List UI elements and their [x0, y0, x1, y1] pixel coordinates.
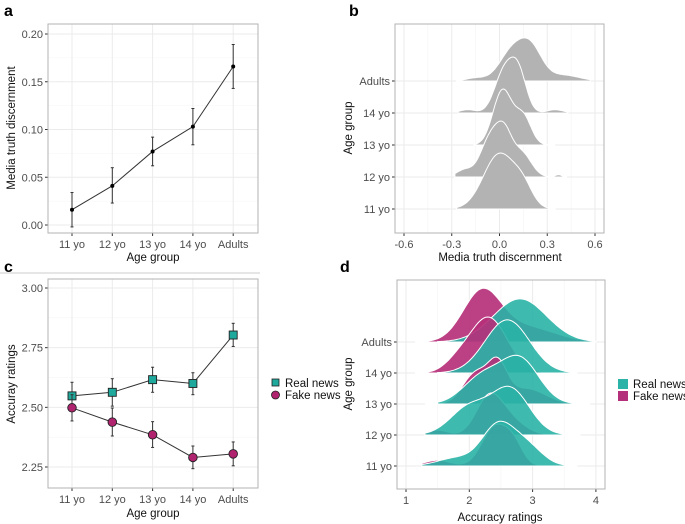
density-ridge-11-yo: [455, 152, 556, 210]
y-tick-label: 13 yo: [363, 140, 390, 152]
c-legend-fake-label: Fake news: [285, 390, 341, 402]
x-tick-label: Adults: [218, 239, 249, 251]
c-xlabel: Age group: [126, 508, 179, 520]
a-xlabel: Age group: [126, 252, 179, 264]
data-point-circle: [228, 449, 238, 459]
y-tick-label: 0.15: [22, 77, 43, 89]
data-point: [150, 149, 155, 154]
d-legend-fake-label: Fake news: [633, 391, 685, 403]
y-tick-label: 0.00: [22, 220, 43, 232]
density-ridge-12-yo: [454, 120, 568, 178]
data-point-square: [148, 375, 158, 385]
x-tick-label: 13 yo: [139, 239, 166, 251]
real-news-density: [437, 319, 578, 374]
x-tick-label: 4: [593, 495, 599, 507]
data-point: [231, 64, 236, 69]
x-tick-label: -0.6: [395, 239, 414, 251]
y-tick-label: 2.50: [22, 402, 43, 414]
x-tick-label: 0.0: [492, 239, 507, 251]
density-ridge-14-yo: [457, 56, 569, 114]
plot-border-c: [47, 278, 259, 489]
x-tick-label: 11 yo: [59, 494, 85, 506]
plot-border-b: [394, 23, 605, 234]
c-legend-real-swatch: [271, 378, 280, 387]
plot-border-a: [47, 23, 259, 234]
c-legend: Real news Fake news: [271, 378, 341, 402]
y-tick-label: 11 yo: [364, 204, 390, 216]
y-tick-label: 14 yo: [365, 368, 392, 380]
y-tick-label: Adults: [361, 337, 392, 349]
y-tick-label: 0.20: [22, 29, 43, 41]
a-ylabel: Media truth discernment: [6, 66, 18, 190]
b-xlabel: Media truth discernment: [438, 252, 562, 264]
x-tick-label: 14 yo: [179, 494, 206, 506]
b-ylabel: Age group: [343, 101, 355, 154]
data-point-circle: [188, 452, 198, 463]
y-tick-label: 13 yo: [365, 399, 392, 411]
c-ylabel: Accuray ratings: [6, 344, 18, 424]
d-legend-real-label: Real news: [633, 379, 685, 391]
x-tick-label: 3: [530, 495, 536, 507]
x-tick-label: Adults: [218, 494, 249, 506]
d-ylabel: Age group: [343, 357, 355, 410]
x-tick-label: 12 yo: [99, 239, 126, 251]
data-point-square: [107, 387, 117, 397]
data-point-circle: [67, 403, 77, 413]
panel-label-c: c: [4, 259, 13, 276]
x-tick-label: 1: [403, 495, 409, 507]
real-news-density: [421, 420, 578, 467]
d-legend-real-swatch: [618, 379, 628, 389]
y-tick-label: 3.00: [22, 283, 43, 295]
x-tick-label: 11 yo: [59, 239, 85, 251]
x-tick-label: 13 yo: [139, 494, 166, 506]
data-point: [70, 207, 74, 212]
y-tick-label: 14 yo: [363, 108, 390, 120]
x-tick-label: 0.3: [540, 239, 555, 251]
x-tick-label: 0.6: [587, 239, 602, 251]
y-tick-label: 2.75: [22, 343, 43, 355]
d-xlabel: Accuracy ratings: [457, 512, 542, 524]
y-tick-label: Adults: [359, 76, 390, 88]
real-news-density: [437, 354, 591, 405]
data-point: [190, 124, 195, 129]
data-point-square: [188, 379, 198, 388]
plot-border-d: [396, 279, 606, 490]
x-tick-label: 12 yo: [99, 494, 126, 506]
y-tick-label: 12 yo: [365, 430, 392, 442]
y-tick-label: 0.05: [22, 172, 43, 184]
x-tick-label: 2: [466, 495, 472, 507]
y-tick-label: 2.25: [22, 462, 43, 474]
c-legend-real-label: Real news: [285, 378, 339, 390]
data-point-square: [228, 330, 238, 340]
d-legend-fake-swatch: [618, 391, 628, 401]
y-tick-label: 12 yo: [363, 172, 390, 184]
data-point-circle: [147, 430, 158, 440]
x-tick-label: 14 yo: [179, 239, 206, 251]
data-point-circle: [107, 417, 118, 427]
density-ridge-adults: [455, 37, 591, 82]
y-tick-label: 11 yo: [366, 461, 392, 473]
d-legend: Real news Fake news: [618, 379, 685, 403]
real-news-density: [424, 385, 581, 436]
data-point: [110, 183, 115, 188]
y-tick-label: 0.10: [22, 125, 43, 137]
panel-label-b: b: [349, 3, 359, 20]
x-tick-label: -0.3: [442, 239, 461, 251]
panel-label-a: a: [4, 3, 13, 20]
c-legend-fake-swatch: [271, 390, 280, 400]
panel-label-d: d: [340, 259, 350, 276]
